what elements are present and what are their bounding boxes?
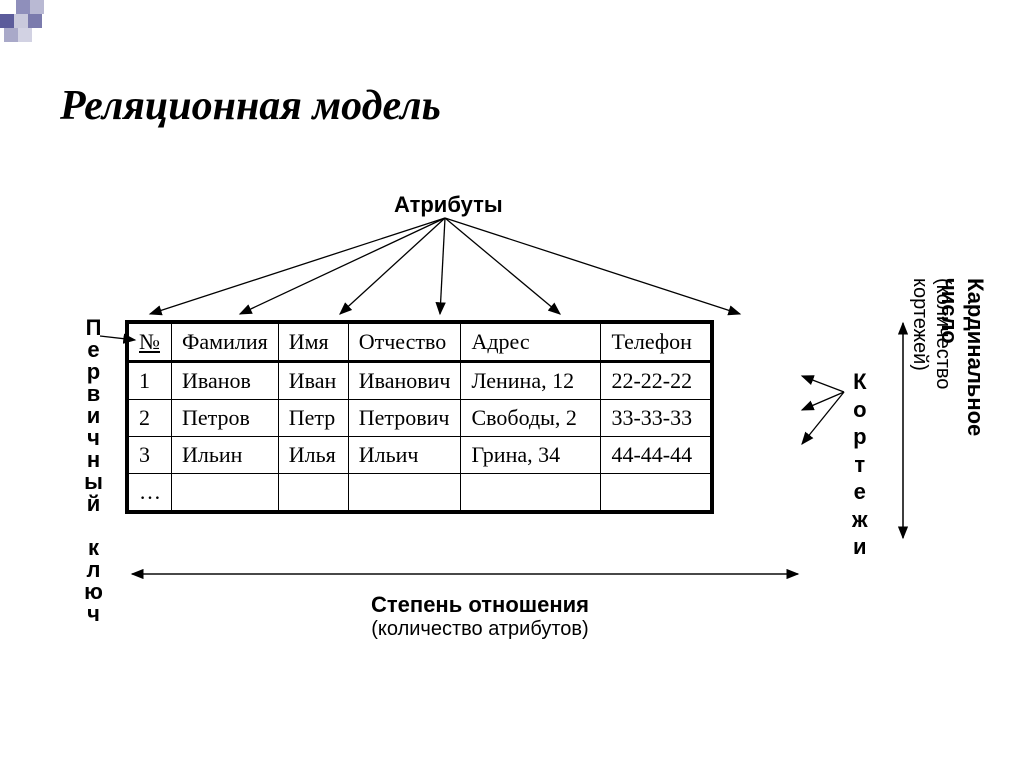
- column-header: Адрес: [461, 324, 601, 362]
- cardinal-main: Кардинальное число: [936, 278, 988, 436]
- table-cell: Петр: [278, 400, 348, 437]
- corner-decoration: [0, 0, 48, 48]
- table-cell: Иванович: [348, 362, 461, 400]
- degree-main: Степень отношения: [270, 592, 690, 618]
- table-cell: 1: [129, 362, 172, 400]
- table-cell: [278, 474, 348, 511]
- table-cell: Грина, 34: [461, 437, 601, 474]
- table-row: …: [129, 474, 711, 511]
- table-cell: 44-44-44: [601, 437, 711, 474]
- column-header: Имя: [278, 324, 348, 362]
- table-cell: [601, 474, 711, 511]
- table-row: 3ИльинИльяИльичГрина, 3444-44-44: [129, 437, 711, 474]
- table-cell: 2: [129, 400, 172, 437]
- column-header: Фамилия: [172, 324, 279, 362]
- attributes-label: Атрибуты: [394, 192, 503, 218]
- column-header: Телефон: [601, 324, 711, 362]
- table-cell: …: [129, 474, 172, 511]
- table-cell: Свободы, 2: [461, 400, 601, 437]
- table-row: 1ИвановИванИвановичЛенина, 1222-22-22: [129, 362, 711, 400]
- table-row: 2ПетровПетрПетровичСвободы, 233-33-33: [129, 400, 711, 437]
- column-header: Отчество: [348, 324, 461, 362]
- tuples-label: Кортежи: [852, 368, 868, 561]
- table-cell: [461, 474, 601, 511]
- table-cell: Петров: [172, 400, 279, 437]
- relation-table: №ФамилияИмяОтчествоАдресТелефон 1ИвановИ…: [125, 320, 714, 514]
- table-cell: Петрович: [348, 400, 461, 437]
- table-cell: 22-22-22: [601, 362, 711, 400]
- table-cell: 33-33-33: [601, 400, 711, 437]
- table-cell: [348, 474, 461, 511]
- table-cell: Ильин: [172, 437, 279, 474]
- degree-label: Степень отношения (количество атрибутов): [270, 592, 690, 641]
- page-title: Реляционная модель: [60, 82, 441, 130]
- degree-sub: (количество атрибутов): [270, 618, 690, 641]
- table-cell: Ленина, 12: [461, 362, 601, 400]
- table-cell: Иван: [278, 362, 348, 400]
- primary-key-label: Первичный ключ: [80, 315, 106, 623]
- table-cell: Илья: [278, 437, 348, 474]
- column-header: №: [129, 324, 172, 362]
- table-cell: Иванов: [172, 362, 279, 400]
- table-cell: 3: [129, 437, 172, 474]
- table-cell: Ильич: [348, 437, 461, 474]
- table-cell: [172, 474, 279, 511]
